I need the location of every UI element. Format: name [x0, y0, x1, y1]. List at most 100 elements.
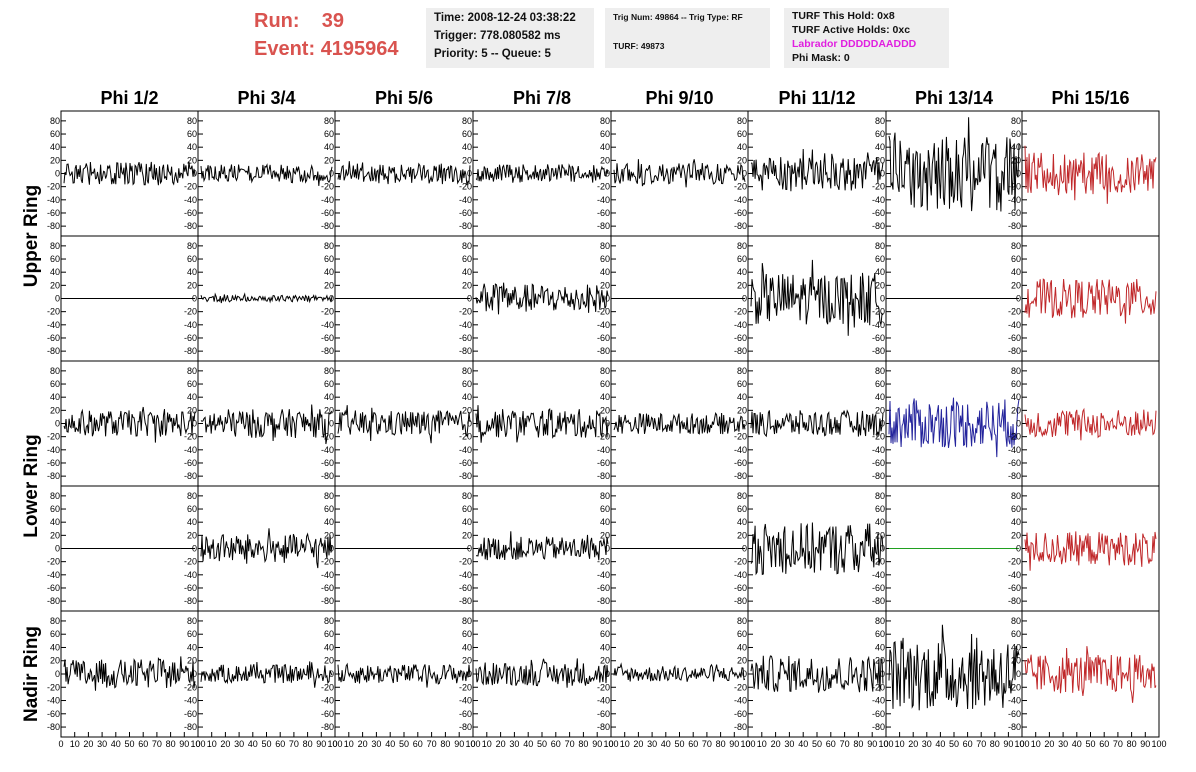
- y-tick-label: -40: [872, 570, 885, 580]
- y-tick-label: 40: [324, 267, 334, 277]
- y-tick-label: -80: [872, 221, 885, 231]
- y-tick-label: 60: [737, 504, 747, 514]
- y-tick-label: -20: [1008, 432, 1021, 442]
- waveform-trace: [613, 412, 746, 435]
- y-tick-label: -40: [597, 445, 610, 455]
- y-tick-label: 40: [50, 142, 60, 152]
- y-tick-label: 0: [1016, 669, 1021, 679]
- x-tick-label: 40: [798, 739, 808, 749]
- y-tick-label: -80: [1008, 221, 1021, 231]
- y-tick-label: 0: [55, 669, 60, 679]
- waveform-trace: [613, 159, 746, 188]
- y-tick-label: 0: [329, 669, 334, 679]
- y-tick-label: 80: [1011, 241, 1021, 251]
- y-tick-label: -20: [872, 682, 885, 692]
- x-tick-label: 40: [385, 739, 395, 749]
- y-tick-label: -20: [459, 682, 472, 692]
- y-tick-label: -20: [597, 432, 610, 442]
- x-tick-label: 90: [729, 739, 739, 749]
- y-tick-label: 0: [605, 669, 610, 679]
- x-tick-label: 50: [674, 739, 684, 749]
- y-tick-label: -40: [734, 570, 747, 580]
- row-title: Upper Ring: [21, 185, 42, 287]
- event-value: 4195964: [320, 38, 399, 60]
- y-tick-label: 20: [50, 155, 60, 165]
- y-tick-label: 20: [50, 656, 60, 666]
- y-tick-label: 20: [1011, 530, 1021, 540]
- y-tick-label: -60: [184, 583, 197, 593]
- y-tick-label: 60: [875, 129, 885, 139]
- column-title: Phi 3/4: [237, 88, 295, 108]
- trig-num-text: Trig Num: 49864 -- Trig Type: RF: [613, 12, 743, 22]
- y-tick-label: 80: [50, 616, 60, 626]
- y-tick-label: -20: [47, 432, 60, 442]
- y-tick-label: 80: [324, 241, 334, 251]
- y-tick-label: 60: [737, 629, 747, 639]
- y-tick-label: -40: [184, 320, 197, 330]
- y-tick-label: -60: [459, 583, 472, 593]
- y-tick-label: -80: [47, 596, 60, 606]
- y-tick-label: -20: [321, 307, 334, 317]
- y-tick-label: 0: [55, 544, 60, 554]
- x-tick-label: 10: [70, 739, 80, 749]
- y-tick-label: -20: [872, 557, 885, 567]
- y-tick-label: 40: [875, 517, 885, 527]
- y-tick-label: 40: [50, 642, 60, 652]
- x-tick-label: 10: [620, 739, 630, 749]
- x-tick-label: 60: [275, 739, 285, 749]
- x-tick-label: 80: [303, 739, 313, 749]
- x-tick-label: 100: [190, 739, 205, 749]
- y-tick-label: 40: [875, 642, 885, 652]
- y-tick-label: -40: [47, 696, 60, 706]
- y-tick-label: -60: [459, 709, 472, 719]
- y-tick-label: 80: [187, 241, 197, 251]
- waveform-trace: [337, 662, 471, 688]
- x-tick-label: 0: [1019, 739, 1024, 749]
- y-tick-label: -60: [872, 333, 885, 343]
- x-tick-label: 90: [1140, 739, 1150, 749]
- y-tick-label: -80: [321, 346, 334, 356]
- y-tick-label: 40: [875, 142, 885, 152]
- x-tick-label: 0: [332, 739, 337, 749]
- y-tick-label: -60: [184, 208, 197, 218]
- y-tick-label: -80: [47, 471, 60, 481]
- y-tick-label: -60: [47, 458, 60, 468]
- waveform-trace: [1024, 646, 1157, 703]
- x-tick-label: 60: [551, 739, 561, 749]
- y-tick-label: 0: [467, 169, 472, 179]
- x-tick-label: 20: [83, 739, 93, 749]
- y-tick-label: 40: [462, 642, 472, 652]
- x-tick-label: 100: [740, 739, 755, 749]
- x-tick-label: 80: [578, 739, 588, 749]
- x-tick-label: 80: [853, 739, 863, 749]
- y-tick-label: 20: [324, 656, 334, 666]
- y-tick-label: -60: [321, 333, 334, 343]
- y-tick-label: -40: [734, 445, 747, 455]
- x-tick-label: 10: [1031, 739, 1041, 749]
- y-tick-label: 20: [737, 405, 747, 415]
- x-tick-label: 60: [138, 739, 148, 749]
- y-tick-label: -60: [321, 208, 334, 218]
- y-tick-label: 20: [737, 155, 747, 165]
- y-tick-label: 40: [737, 517, 747, 527]
- y-tick-label: -60: [1008, 709, 1021, 719]
- y-tick-label: 80: [875, 116, 885, 126]
- x-tick-label: 90: [179, 739, 189, 749]
- x-tick-label: 40: [248, 739, 258, 749]
- y-tick-label: -60: [734, 333, 747, 343]
- y-tick-label: -20: [734, 307, 747, 317]
- trigger-text: Trigger: 778.080582 ms: [434, 30, 561, 42]
- y-tick-label: -80: [597, 471, 610, 481]
- y-tick-label: 20: [600, 530, 610, 540]
- y-tick-label: 20: [324, 530, 334, 540]
- y-tick-label: -80: [184, 596, 197, 606]
- y-tick-label: 20: [187, 530, 197, 540]
- turf-hold-text: TURF This Hold: 0x8: [792, 10, 895, 22]
- y-tick-label: 80: [462, 491, 472, 501]
- x-tick-label: 80: [166, 739, 176, 749]
- y-tick-label: 80: [324, 491, 334, 501]
- y-tick-label: -40: [597, 195, 610, 205]
- y-tick-label: 20: [462, 280, 472, 290]
- y-tick-label: 60: [600, 379, 610, 389]
- y-tick-label: -60: [1008, 333, 1021, 343]
